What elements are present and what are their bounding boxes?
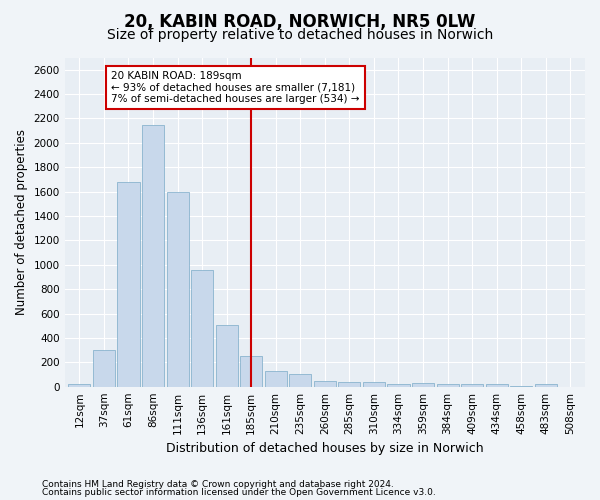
Bar	[142, 124, 164, 386]
Bar	[289, 374, 311, 386]
Bar	[535, 384, 557, 386]
Y-axis label: Number of detached properties: Number of detached properties	[15, 129, 28, 315]
Bar	[93, 350, 115, 387]
Bar	[338, 382, 361, 386]
Bar	[265, 372, 287, 386]
Bar	[68, 384, 91, 386]
Text: Contains HM Land Registry data © Crown copyright and database right 2024.: Contains HM Land Registry data © Crown c…	[42, 480, 394, 489]
Bar	[167, 192, 188, 386]
Bar	[314, 380, 336, 386]
Text: Contains public sector information licensed under the Open Government Licence v3: Contains public sector information licen…	[42, 488, 436, 497]
Bar	[240, 356, 262, 386]
Bar	[461, 384, 483, 386]
Bar	[363, 382, 385, 386]
Bar	[412, 383, 434, 386]
Bar	[485, 384, 508, 386]
Bar	[191, 270, 213, 386]
Bar	[118, 182, 140, 386]
Bar	[215, 325, 238, 386]
X-axis label: Distribution of detached houses by size in Norwich: Distribution of detached houses by size …	[166, 442, 484, 455]
Text: 20 KABIN ROAD: 189sqm
← 93% of detached houses are smaller (7,181)
7% of semi-de: 20 KABIN ROAD: 189sqm ← 93% of detached …	[112, 71, 360, 104]
Text: Size of property relative to detached houses in Norwich: Size of property relative to detached ho…	[107, 28, 493, 42]
Bar	[437, 384, 458, 386]
Text: 20, KABIN ROAD, NORWICH, NR5 0LW: 20, KABIN ROAD, NORWICH, NR5 0LW	[124, 12, 476, 30]
Bar	[388, 384, 410, 386]
